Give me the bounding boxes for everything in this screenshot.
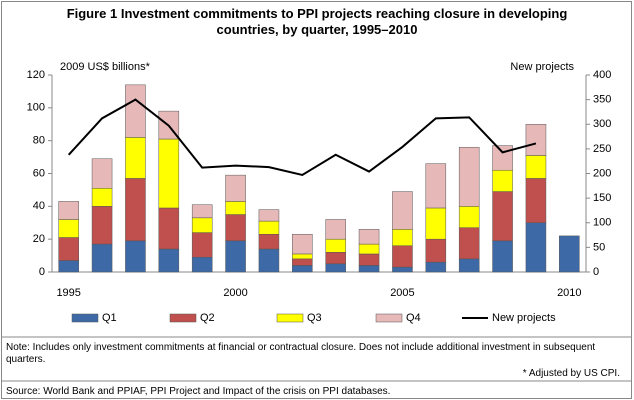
bar-segment — [292, 253, 313, 260]
y2-tick-label: 300 — [593, 118, 611, 130]
y2-tick-label: 0 — [593, 266, 599, 278]
chart-title: Figure 1 Investment commitments to PPI p… — [66, 6, 568, 37]
bar-segment — [358, 243, 380, 255]
bar-segment — [258, 233, 280, 250]
bar-segment — [392, 191, 413, 230]
bar-segment — [358, 265, 380, 273]
y-tick-label: 0 — [39, 266, 45, 278]
bar-segment — [392, 266, 413, 273]
line-series — [67, 98, 537, 177]
bar-segment — [425, 261, 447, 273]
bar-segment — [58, 237, 79, 261]
footnote: * Adjusted by US CPI. — [522, 368, 620, 379]
bar-segment — [58, 219, 79, 238]
bar-segment — [292, 265, 313, 273]
bar-segment — [425, 238, 447, 263]
bar-segment — [325, 252, 346, 265]
legend-swatch — [71, 313, 99, 323]
x-tick-label: 2005 — [390, 287, 414, 299]
bar-segment — [392, 245, 413, 268]
legend-swatch — [276, 313, 304, 323]
y2-tick-label: 50 — [593, 241, 605, 253]
y-tick-label: 120 — [27, 69, 45, 81]
bar-segment — [91, 158, 113, 189]
bar-segment — [325, 219, 346, 240]
source: Source: World Bank and PPIAF, PPI Projec… — [6, 386, 391, 397]
bar-segment — [191, 204, 213, 219]
legend-label: Q4 — [406, 312, 421, 324]
bar-segment — [292, 258, 313, 266]
y2-tick-label: 350 — [593, 94, 611, 106]
bar-segment — [258, 220, 280, 235]
bar-segment — [492, 191, 513, 242]
bar-segment — [258, 248, 280, 273]
y2-tick-label: 250 — [593, 143, 611, 155]
bar-segment — [125, 137, 146, 179]
legend-label: Q2 — [200, 312, 215, 324]
bar-segment — [525, 124, 547, 156]
bar-segment — [525, 178, 547, 224]
note: Note: Includes only investment commitmen… — [6, 342, 596, 365]
y-tick-label: 60 — [33, 167, 45, 179]
y2-tick-label: 150 — [593, 192, 611, 204]
bar-segment — [525, 222, 547, 273]
y2-tick-label: 200 — [593, 167, 611, 179]
bar-segment — [458, 146, 480, 207]
bar-segment — [125, 84, 146, 138]
x-tick-label: 2000 — [223, 287, 247, 299]
bar-segment — [125, 178, 146, 242]
bar-segment — [125, 240, 146, 273]
y-tick-label: 100 — [27, 102, 45, 114]
bar-segment — [258, 209, 280, 222]
bar-segment — [392, 229, 413, 246]
bar-segment — [358, 229, 380, 245]
legend-swatch — [375, 313, 403, 323]
bar-segment — [325, 263, 346, 273]
bar-segment — [325, 238, 346, 253]
bar-segment — [559, 235, 580, 273]
bar-segment — [492, 145, 513, 171]
bar-segment — [158, 248, 180, 273]
y-tick-label: 40 — [33, 200, 45, 212]
legend-swatch — [169, 313, 197, 323]
bar-segment — [458, 206, 480, 228]
bar-segment — [58, 201, 79, 220]
bar-segment — [191, 217, 213, 233]
bar-segment — [158, 138, 180, 209]
bar-segment — [492, 169, 513, 192]
x-tick-label: 1995 — [56, 287, 80, 299]
bar-segment — [225, 214, 246, 242]
bar-segment — [492, 240, 513, 273]
bar-segment — [458, 227, 480, 260]
bar-segment — [225, 240, 246, 273]
bar-segment — [425, 163, 447, 209]
bar-segment — [58, 260, 79, 273]
bar-segment — [292, 233, 313, 255]
legend-label: New projects — [492, 312, 556, 324]
y2-tick-label: 400 — [593, 69, 611, 81]
bar-segment — [458, 258, 480, 273]
y-tick-label: 80 — [33, 135, 45, 147]
legend-label: Q3 — [307, 312, 322, 324]
y2-tick-label: 100 — [593, 217, 611, 229]
bar-segment — [525, 155, 547, 179]
bar-segment — [91, 206, 113, 245]
bar-segment — [158, 207, 180, 250]
bar-segment — [91, 188, 113, 207]
bar-segment — [225, 201, 246, 215]
bar-segment — [191, 256, 213, 273]
bar-segment — [225, 174, 246, 202]
bar-segment — [91, 243, 113, 273]
bar-segment — [191, 232, 213, 258]
y-axis-label: 2009 US$ billions* — [60, 61, 151, 73]
y2-axis-label: New projects — [510, 61, 574, 73]
bar-segment — [358, 253, 380, 266]
bar-segment — [425, 207, 447, 240]
x-tick-label: 2010 — [557, 287, 581, 299]
y-tick-label: 20 — [33, 233, 45, 245]
legend-label: Q1 — [102, 312, 117, 324]
